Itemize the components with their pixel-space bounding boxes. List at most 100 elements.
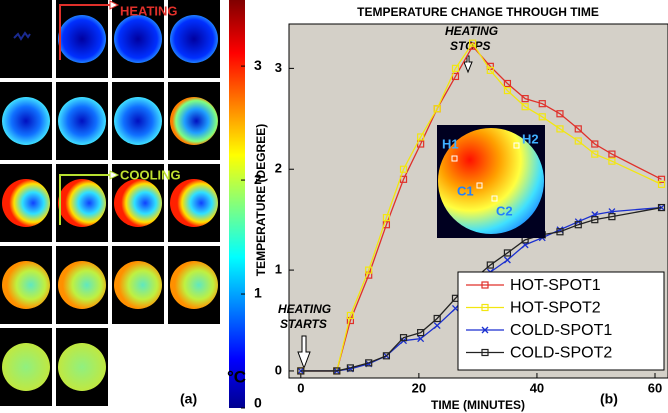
panel-label-a: (a) <box>180 391 197 407</box>
marker <box>657 180 666 188</box>
thumbnail-heatmap <box>114 179 162 227</box>
thumbnail-heatmap <box>114 15 162 63</box>
marker <box>556 125 564 133</box>
colorbar-tick-label: 3 <box>254 57 262 73</box>
chart-title: TEMPERATURE CHANGE THROUGH TIME <box>357 5 599 19</box>
marker <box>481 303 489 312</box>
marker <box>657 203 666 212</box>
spot-marker <box>491 195 498 202</box>
y-tick-label: 0 <box>275 362 282 377</box>
thumbnail-heatmap <box>170 179 218 227</box>
x-axis-label: TIME (MINUTES) <box>431 398 525 412</box>
thumbnail-heatmap <box>170 15 218 63</box>
marker <box>608 213 616 221</box>
y-axis-label: TEMPERATURE (DEGREE) <box>254 124 268 276</box>
marker <box>574 137 582 145</box>
thumbnail-heatmap <box>170 261 218 309</box>
marker <box>333 367 341 375</box>
marker <box>481 348 489 357</box>
marker <box>417 133 425 141</box>
annotation-arrow <box>463 55 473 74</box>
marker <box>433 314 441 323</box>
spot-marker <box>476 182 483 189</box>
x-tick-label: 20 <box>412 380 426 395</box>
marker <box>365 271 373 279</box>
legend-label: HOT-SPOT1 <box>510 277 601 294</box>
marker <box>346 364 354 372</box>
thumbnail-heatmap <box>2 179 50 227</box>
cooling-label: COOLING <box>120 167 181 182</box>
y-tick-label: 1 <box>275 262 282 277</box>
marker <box>417 140 425 148</box>
thumbnail-heatmap <box>58 343 106 391</box>
thumbnail-heatmap <box>58 179 106 227</box>
marker <box>521 95 529 103</box>
x-tick-label: 0 <box>297 380 304 395</box>
marker <box>399 165 408 173</box>
thumbnail-heatmap <box>58 97 106 145</box>
colorbar-tick-label: 0 <box>254 395 262 411</box>
cooling-arrowhead <box>109 170 120 180</box>
marker <box>468 39 477 47</box>
y-tick-label: 3 <box>275 60 282 75</box>
marker <box>657 175 666 183</box>
thumbnail-heatmap <box>170 97 218 145</box>
marker <box>503 79 512 88</box>
marker <box>556 228 564 236</box>
annotation: STARTS <box>280 317 327 331</box>
heating-arrowhead <box>109 0 120 10</box>
cooling-arrow <box>59 174 110 225</box>
marker <box>399 334 408 342</box>
thumbnail-heatmap <box>114 261 162 309</box>
marker <box>503 86 512 95</box>
marker <box>481 326 489 334</box>
marker <box>382 214 391 222</box>
legend-label: COLD-SPOT2 <box>510 345 612 362</box>
legend <box>457 271 665 371</box>
thumbnail-noise <box>13 31 31 41</box>
marker <box>486 66 494 74</box>
marker <box>346 311 354 320</box>
marker <box>503 256 511 264</box>
marker <box>486 261 494 269</box>
spot-marker <box>513 142 520 149</box>
marker <box>503 249 512 257</box>
colorbar-unit: °C <box>227 367 246 386</box>
spot-marker <box>451 155 458 162</box>
thumbnail-heatmap <box>114 97 162 145</box>
inset-label: C1 <box>457 183 474 198</box>
marker <box>417 335 425 343</box>
marker <box>433 322 441 330</box>
y-tick-label: 2 <box>275 161 282 176</box>
heating-label: HEATING <box>120 3 178 18</box>
inset-label: C2 <box>496 203 513 218</box>
series-line <box>300 41 662 372</box>
marker <box>538 113 546 121</box>
marker <box>451 64 460 72</box>
inset-label: H2 <box>522 131 539 146</box>
thumbnail-heatmap <box>58 15 106 63</box>
panel-label-b: (b) <box>600 391 618 407</box>
marker <box>365 266 373 274</box>
marker <box>608 157 616 165</box>
thumbnail <box>0 0 52 78</box>
marker <box>574 221 582 229</box>
marker <box>608 150 616 158</box>
legend-label: HOT-SPOT2 <box>510 300 601 317</box>
marker <box>365 359 373 367</box>
marker <box>297 367 305 375</box>
marker <box>556 110 564 118</box>
colorbar-tick-label: 1 <box>254 285 262 301</box>
marker <box>433 105 441 113</box>
inset-label: H1 <box>442 136 459 151</box>
x-tick-label: 60 <box>648 380 662 395</box>
plot-frame <box>288 23 668 379</box>
x-tick-label: 40 <box>530 380 544 395</box>
marker <box>382 352 391 360</box>
marker <box>452 304 459 312</box>
legend-label: COLD-SPOT1 <box>510 322 612 339</box>
colorbar <box>229 0 245 408</box>
heating-arrow <box>59 4 110 60</box>
marker <box>591 150 599 158</box>
marker <box>538 100 546 108</box>
